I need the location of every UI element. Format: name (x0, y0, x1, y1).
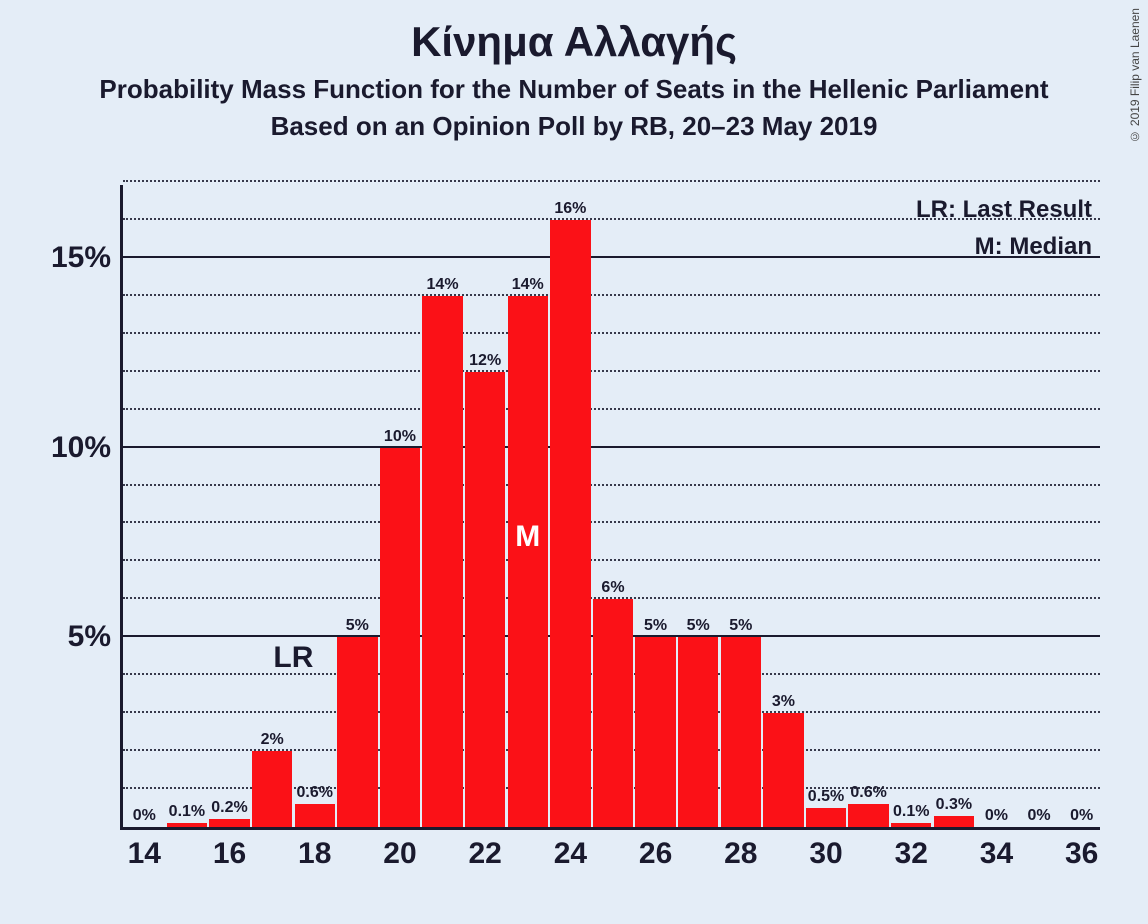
bar: 6% (593, 599, 633, 827)
bar-value-label: 0% (1028, 807, 1051, 827)
copyright-text: © 2019 Filip van Laenen (1128, 8, 1142, 143)
chart-subtitle-1: Probability Mass Function for the Number… (0, 74, 1148, 105)
lr-marker: LR (273, 641, 313, 675)
bar: 0.6% (848, 804, 888, 827)
bar-value-label: 6% (601, 579, 624, 599)
bar: 5% (678, 637, 718, 827)
grid-minor (123, 332, 1100, 334)
x-axis-label: 30 (809, 827, 842, 871)
grid-minor (123, 559, 1100, 561)
y-axis-label: 15% (51, 241, 123, 275)
bar-value-label: 0.6% (297, 784, 333, 804)
x-axis-label: 18 (298, 827, 331, 871)
chart-title: Κίνημα Αλλαγής (0, 18, 1148, 66)
title-block: Κίνημα Αλλαγής Probability Mass Function… (0, 0, 1148, 142)
x-axis-label: 26 (639, 827, 672, 871)
y-axis-label: 10% (51, 431, 123, 465)
bar-value-label: 0.2% (211, 799, 247, 819)
bar: 0.5% (806, 808, 846, 827)
bar-value-label: 0% (133, 807, 156, 827)
x-axis-label: 34 (980, 827, 1013, 871)
bar-value-label: 10% (384, 428, 416, 448)
bar: 0.2% (209, 819, 249, 827)
grid-minor (123, 294, 1100, 296)
bar: 5% (721, 637, 761, 827)
bar: 0.6% (295, 804, 335, 827)
bar-value-label: 16% (554, 200, 586, 220)
bar: 14% (422, 296, 462, 827)
bar: 12% (465, 372, 505, 827)
grid-minor (123, 484, 1100, 486)
bar: 14% (508, 296, 548, 827)
bar-value-label: 0.1% (169, 803, 205, 823)
bar-value-label: 0.5% (808, 788, 844, 808)
chart-subtitle-2: Based on an Opinion Poll by RB, 20–23 Ma… (0, 111, 1148, 142)
grid-major (123, 446, 1100, 448)
bar-value-label: 5% (644, 617, 667, 637)
grid-major (123, 256, 1100, 258)
grid-minor (123, 408, 1100, 410)
chart-area: LR: Last Result M: Median 5%10%15%0%0.1%… (120, 185, 1100, 830)
grid-minor (123, 370, 1100, 372)
bar: 5% (337, 637, 377, 827)
bar-value-label: 0.6% (850, 784, 886, 804)
bar-value-label: 0.3% (936, 796, 972, 816)
x-axis-label: 32 (895, 827, 928, 871)
legend-m: M: Median (916, 228, 1092, 265)
x-axis-label: 14 (128, 827, 161, 871)
bar: 3% (763, 713, 803, 827)
grid-minor (123, 180, 1100, 182)
bar: 10% (380, 448, 420, 827)
bar-value-label: 5% (687, 617, 710, 637)
bar-value-label: 0.1% (893, 803, 929, 823)
bar-value-label: 14% (427, 276, 459, 296)
legend-lr: LR: Last Result (916, 191, 1092, 228)
bar-value-label: 0% (985, 807, 1008, 827)
x-axis-label: 36 (1065, 827, 1098, 871)
bar: 16% (550, 220, 590, 827)
grid-minor (123, 521, 1100, 523)
bar: 0.3% (934, 816, 974, 827)
m-marker: M (515, 520, 540, 554)
bar: 2% (252, 751, 292, 827)
x-axis-label: 16 (213, 827, 246, 871)
bar-value-label: 0% (1070, 807, 1093, 827)
y-axis-label: 5% (68, 620, 123, 654)
bar: 0.1% (167, 823, 207, 827)
bar: 5% (635, 637, 675, 827)
bar-value-label: 3% (772, 693, 795, 713)
grid-minor (123, 218, 1100, 220)
legend: LR: Last Result M: Median (916, 191, 1092, 265)
x-axis-label: 22 (468, 827, 501, 871)
bar-value-label: 2% (261, 731, 284, 751)
bar-value-label: 14% (512, 276, 544, 296)
bar-value-label: 5% (346, 617, 369, 637)
bar-value-label: 5% (729, 617, 752, 637)
bar-value-label: 12% (469, 352, 501, 372)
x-axis-label: 28 (724, 827, 757, 871)
x-axis-label: 24 (554, 827, 587, 871)
x-axis-label: 20 (383, 827, 416, 871)
